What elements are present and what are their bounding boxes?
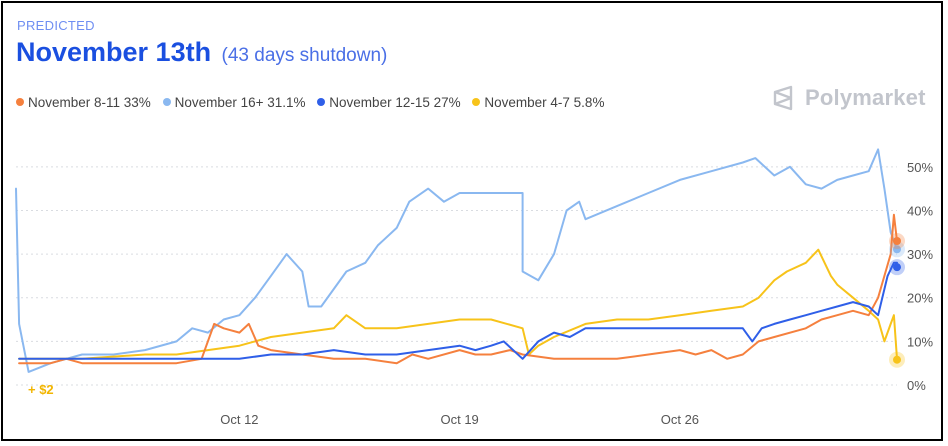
legend-dot-icon [16, 98, 24, 106]
x-tick-label: Oct 19 [440, 412, 478, 427]
page-title: November 13th [16, 37, 212, 67]
legend-item-nov-12-15[interactable]: November 12-15 27% [317, 95, 461, 110]
series-line-2 [18, 261, 898, 360]
legend-label: November 16+ 31.1% [174, 95, 306, 110]
gain-annotation: + $2 [28, 382, 54, 397]
predicted-kicker: PREDICTED [17, 18, 95, 33]
y-tick-label: 40% [907, 203, 933, 218]
legend-item-nov-8-11[interactable]: November 8-11 33% [16, 95, 151, 110]
polymarket-brand[interactable]: Polymarket [771, 85, 926, 111]
legend-dot-icon [472, 98, 481, 106]
series-line-1 [15, 148, 898, 373]
y-tick-label: 50% [907, 160, 933, 175]
chart-legend: November 8-11 33% November 16+ 31.1% Nov… [16, 95, 612, 110]
series-end-point [893, 263, 901, 272]
series-line-0 [18, 213, 898, 365]
title-row: November 13th (43 days shutdown) [16, 37, 387, 68]
legend-label: November 4-7 5.8% [484, 95, 605, 110]
y-tick-label: 10% [907, 334, 933, 349]
series-line-3 [18, 248, 898, 360]
polymarket-logo-icon [773, 85, 793, 111]
series-end-point [893, 355, 901, 364]
brand-name: Polymarket [805, 85, 926, 110]
legend-item-nov-4-7[interactable]: November 4-7 5.8% [472, 95, 604, 110]
y-tick-label: 30% [907, 247, 933, 262]
legend-dot-icon [162, 98, 171, 106]
legend-item-nov-16-plus[interactable]: November 16+ 31.1% [162, 95, 306, 110]
legend-label: November 12-15 27% [329, 95, 461, 110]
x-tick-label: Oct 12 [220, 412, 258, 427]
series-end-point [893, 237, 901, 245]
legend-label: November 8-11 33% [28, 95, 151, 110]
series-end-point [893, 245, 901, 254]
y-tick-label: 20% [907, 291, 933, 306]
y-tick-label: 0% [907, 378, 926, 393]
x-tick-label: Oct 26 [661, 412, 699, 427]
legend-dot-icon [317, 98, 326, 106]
shutdown-subtitle: (43 days shutdown) [221, 45, 388, 66]
